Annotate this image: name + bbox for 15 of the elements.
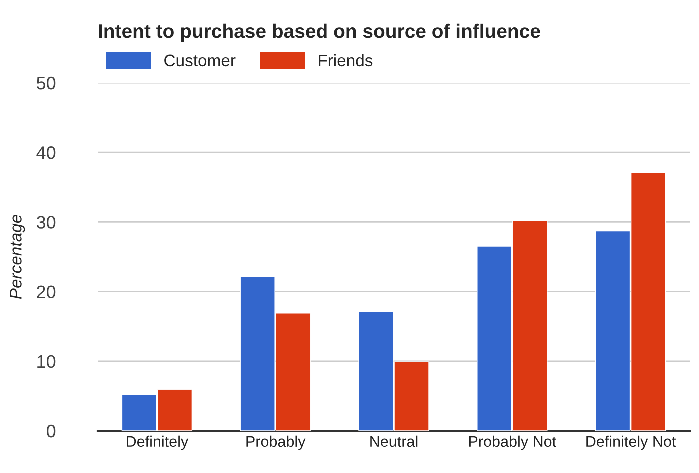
legend-label: Friends xyxy=(319,54,373,67)
legend-label: Customer xyxy=(164,54,236,67)
y-tick-label: 20 xyxy=(37,286,56,299)
x-tick-label: Definitely Not xyxy=(586,436,676,450)
x-tick-label: Probably xyxy=(246,436,306,450)
y-tick-label: 40 xyxy=(36,146,56,160)
x-tick-label: Neutral xyxy=(370,436,418,448)
x-tick-label: Probably Not xyxy=(469,436,556,450)
y-tick-label: 30 xyxy=(36,216,56,229)
y-axis-title: Percentage xyxy=(10,214,26,300)
y-tick-label: 10 xyxy=(38,355,56,368)
chart-title: Intent to purchase based on source of influence xyxy=(99,24,540,42)
y-tick-label: 50 xyxy=(36,76,56,90)
x-tick-label: Definitely xyxy=(127,436,189,450)
y-tick-label: 0 xyxy=(47,424,56,438)
